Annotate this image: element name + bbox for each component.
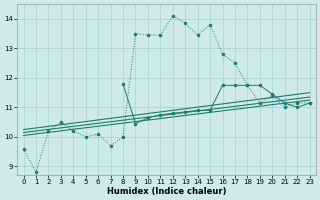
X-axis label: Humidex (Indice chaleur): Humidex (Indice chaleur) bbox=[107, 187, 226, 196]
